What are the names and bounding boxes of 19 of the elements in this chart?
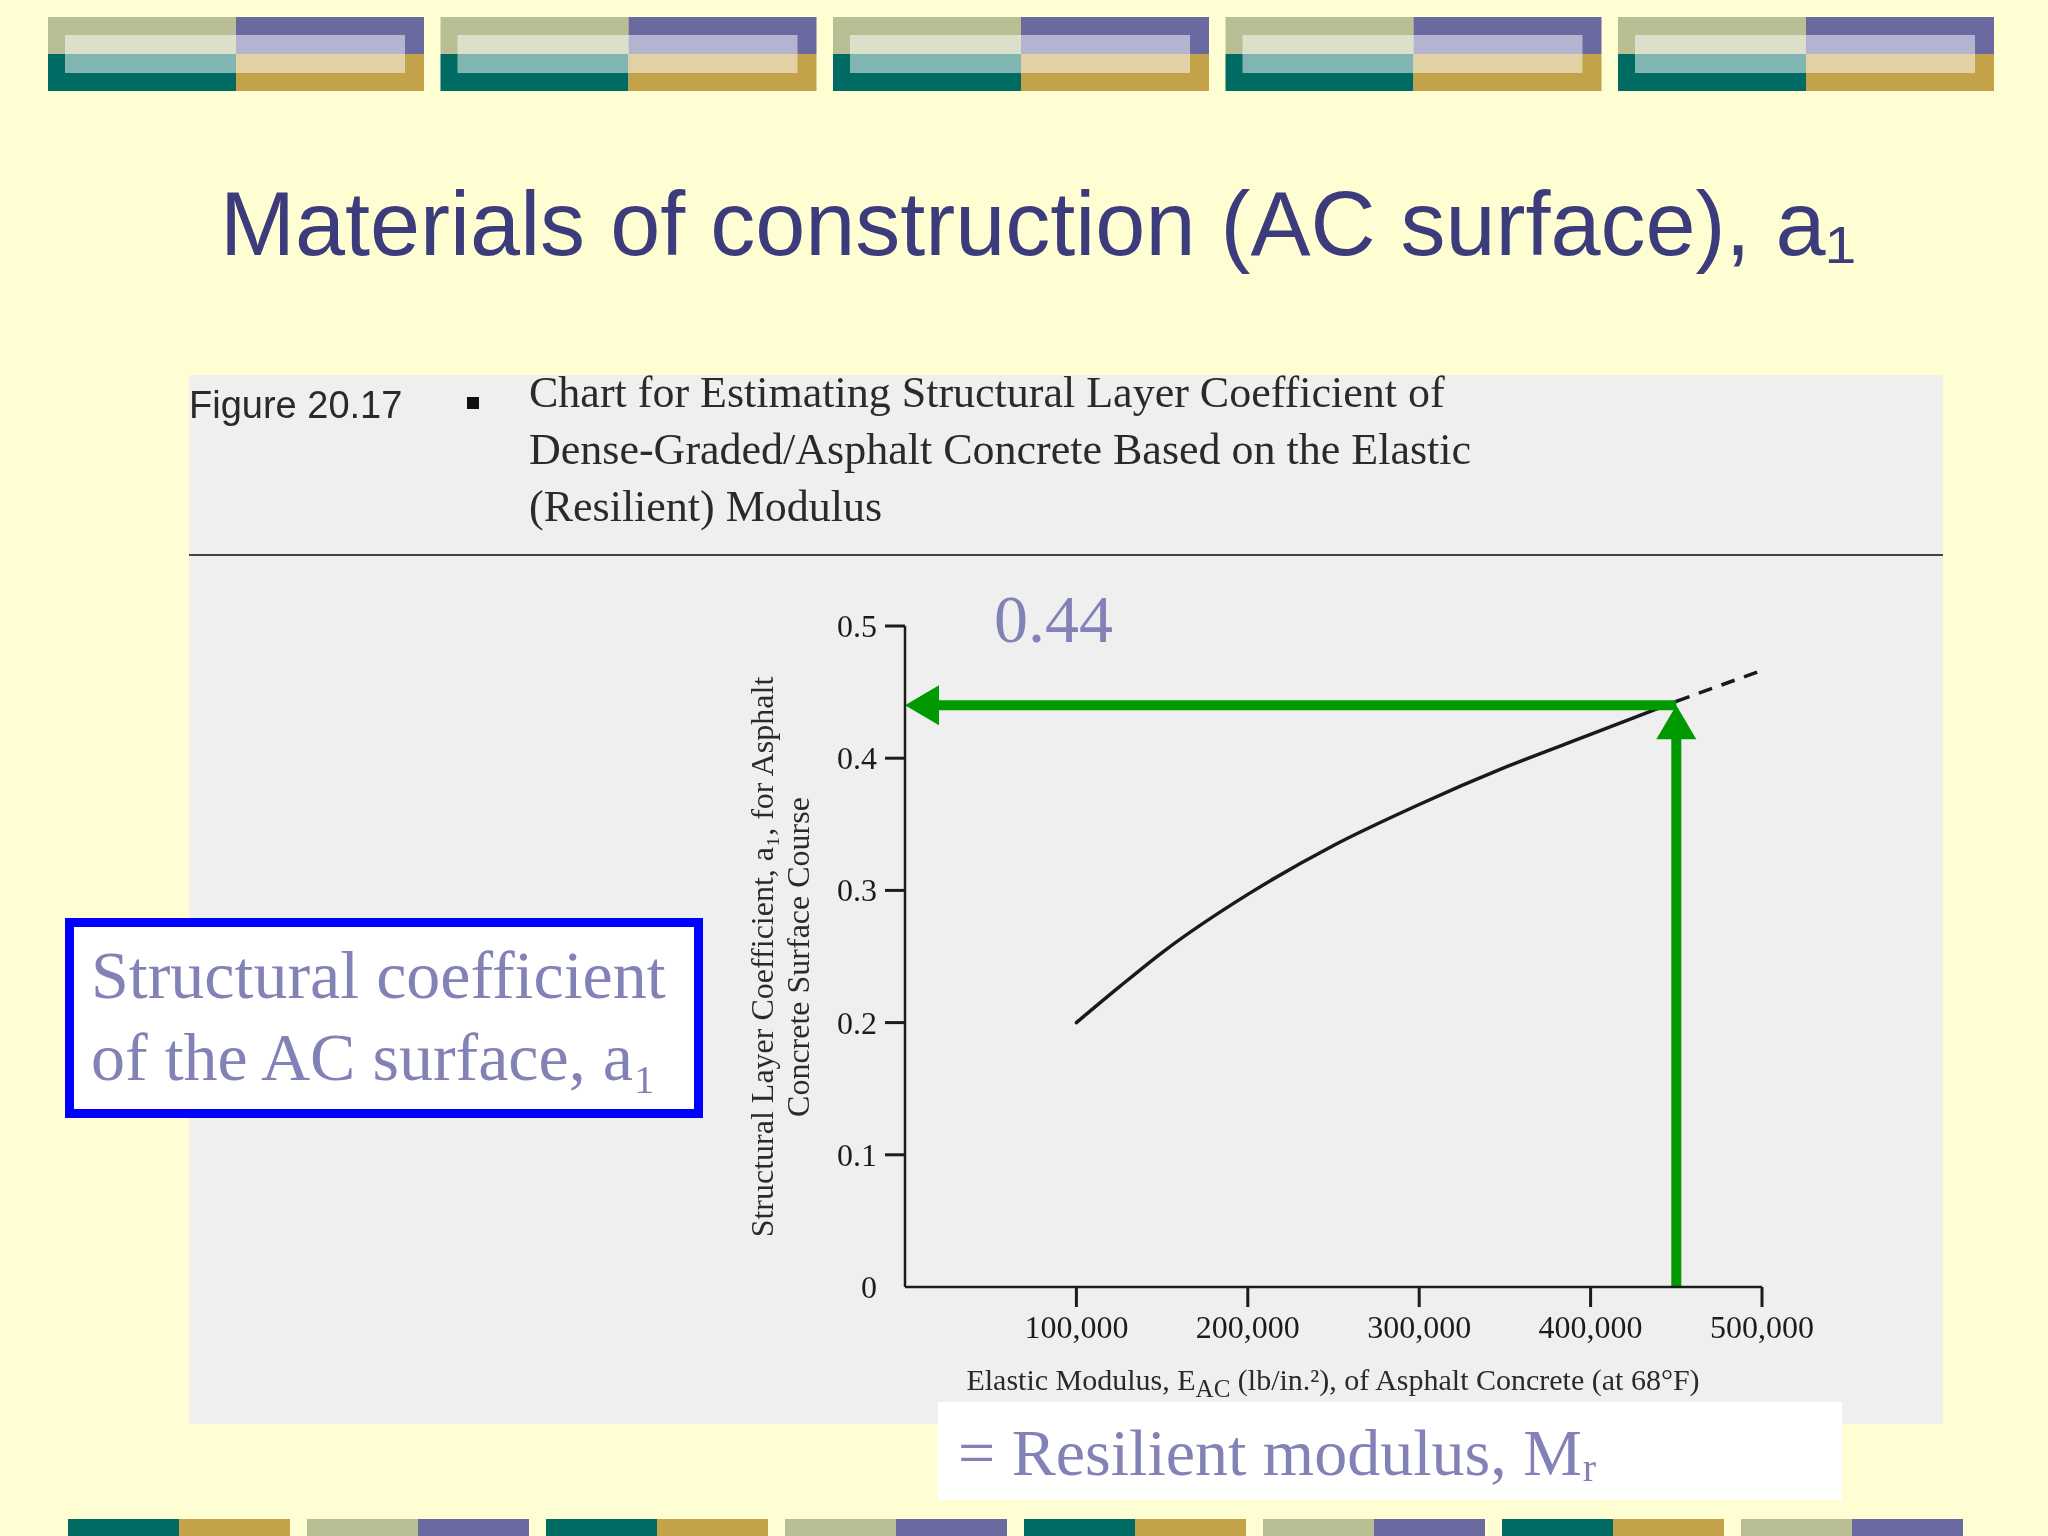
y-axis-title: Structural Layer Coefficient, a₁, for Asphalt Concrete Surface Course: [744, 675, 816, 1240]
x-tick-label: 100,000: [1024, 1309, 1129, 1345]
x-tick-label: 400,000: [1538, 1309, 1643, 1345]
chart-subtitle: Chart for Estimating Structural Layer Coefficient of Dense-Graded/Asphalt Concrete Based on the Elastic (Resilient) Modulus: [529, 367, 1473, 533]
y-tick-label: 0: [861, 1269, 877, 1305]
y-tick-label: 0.3: [837, 872, 877, 909]
x-tick-label: 200,000: [1195, 1309, 1300, 1345]
x-tick-label: 300,000: [1367, 1309, 1472, 1345]
text: = Resilient modulus, Mᵣ: [938, 1402, 1842, 1500]
chart-title: Materials of construction (AC surface), a₁: [220, 174, 1856, 274]
y-tick-label: 0.1: [837, 1136, 877, 1173]
caption: Figure 20.17: [189, 384, 403, 426]
y-tick-label: 0.2: [837, 1004, 877, 1041]
y-tick-label: 0.5: [837, 608, 877, 644]
ref-line-label: 0.44: [994, 581, 1113, 658]
y-tick-label: 0.4: [837, 740, 877, 777]
x-axis-title: Elastic Modulus, E$_{AC}$ (lb/in.²), of Asphalt Concrete (at 68°F): [966, 1362, 1700, 1404]
text: Structural coefficient of the AC surface, a₁: [91, 936, 667, 1097]
x-tick-label: 500,000: [1710, 1309, 1814, 1345]
